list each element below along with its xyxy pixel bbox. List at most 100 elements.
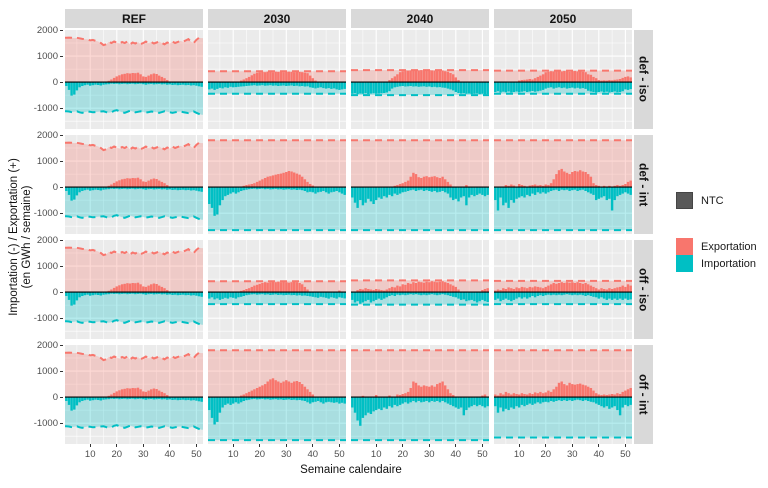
y-tick-label: 2000 (36, 234, 58, 246)
panel-2050-def-iso (494, 30, 632, 129)
legend-label-importation: Importation (701, 257, 757, 270)
y-tick-label: 1000 (36, 155, 58, 167)
panel-svg (494, 135, 632, 234)
facet-col-strip-2040: 2040 (351, 9, 489, 28)
facet-row-strip-def-int: def - int (634, 135, 653, 234)
x-tick-mark (116, 444, 118, 447)
panel-REF-def-int (65, 135, 203, 234)
x-tick-label: 50 (477, 449, 488, 460)
y-tick-label: 0 (52, 286, 58, 298)
x-tick-mark (481, 444, 483, 447)
facet-row-strip-off-int: off - int (634, 345, 653, 444)
y-tick-mark (60, 344, 63, 346)
x-tick-mark (89, 444, 91, 447)
x-tick-mark (428, 444, 430, 447)
facet-row-strip-off-iso: off - iso (634, 240, 653, 339)
y-tick-label: 2000 (36, 339, 58, 351)
x-tick-mark (195, 444, 197, 447)
panel-svg (494, 30, 632, 129)
panel-svg (494, 240, 632, 339)
legend-label-ntc: NTC (701, 194, 724, 207)
y-tick-mark (60, 55, 63, 57)
y-tick-label: -1000 (33, 417, 58, 429)
y-tick-label: -1000 (33, 312, 58, 324)
panel-2040-off-int (351, 345, 489, 444)
panel-svg (351, 240, 489, 339)
panel-svg (351, 30, 489, 129)
x-tick-label: 30 (566, 449, 578, 460)
x-tick-mark (169, 444, 171, 447)
legend: NTC Exportation Importation (676, 192, 757, 272)
x-tick-mark (338, 444, 340, 447)
legend-item-exportation: Exportation (676, 238, 757, 255)
y-tick-mark (60, 186, 63, 188)
facet-col-strip-REF: REF (65, 9, 203, 28)
legend-gap (676, 209, 757, 238)
panel-svg (65, 30, 203, 129)
panel-2030-off-int (208, 345, 346, 444)
x-tick-mark (624, 444, 626, 447)
x-axis-title: Semaine calendaire (300, 464, 402, 476)
panel-svg (494, 345, 632, 444)
x-tick-label: 10 (227, 449, 239, 460)
panel-2050-off-int (494, 345, 632, 444)
x-tick-label: 50 (334, 449, 345, 460)
y-tick-label: 1000 (36, 260, 58, 272)
x-tick-label: 40 (593, 449, 605, 460)
facet-row-strip-def-iso: def - iso (634, 30, 653, 129)
y-tick-mark (60, 160, 63, 162)
panel-2050-def-int (494, 135, 632, 234)
panel-2030-def-iso (208, 30, 346, 129)
y-tick-mark (60, 422, 63, 424)
ntc-swatch (676, 192, 693, 209)
y-tick-mark (60, 396, 63, 398)
x-tick-mark (312, 444, 314, 447)
panel-2040-def-int (351, 135, 489, 234)
panel-svg (208, 345, 346, 444)
panel-2030-def-int (208, 135, 346, 234)
y-tick-label: 1000 (36, 365, 58, 377)
x-tick-mark (142, 444, 144, 447)
x-tick-label: 10 (84, 449, 96, 460)
y-tick-mark (60, 29, 63, 31)
x-tick-label: 30 (280, 449, 292, 460)
x-tick-label: 40 (307, 449, 319, 460)
y-tick-mark (60, 370, 63, 372)
importation-swatch (676, 255, 693, 272)
x-tick-label: 30 (137, 449, 149, 460)
x-tick-label: 40 (450, 449, 462, 460)
y-tick-label: -1000 (33, 102, 58, 114)
y-tick-label: -1000 (33, 207, 58, 219)
x-tick-mark (402, 444, 404, 447)
x-tick-label: 10 (513, 449, 525, 460)
facet-col-strip-2050: 2050 (494, 9, 632, 28)
y-tick-label: 0 (52, 181, 58, 193)
panel-svg (65, 240, 203, 339)
panel-svg (208, 135, 346, 234)
x-tick-mark (545, 444, 547, 447)
y-tick-mark (60, 107, 63, 109)
y-tick-label: 0 (52, 76, 58, 88)
y-tick-mark (60, 317, 63, 319)
x-tick-label: 30 (423, 449, 435, 460)
x-tick-label: 50 (191, 449, 202, 460)
y-tick-mark (60, 212, 63, 214)
x-tick-mark (455, 444, 457, 447)
panel-2030-off-iso (208, 240, 346, 339)
x-tick-mark (375, 444, 377, 447)
x-tick-label: 20 (397, 449, 409, 460)
panel-svg (351, 345, 489, 444)
y-tick-label: 0 (52, 391, 58, 403)
panel-svg (65, 135, 203, 234)
panel-svg (65, 345, 203, 444)
x-tick-mark (571, 444, 573, 447)
x-tick-mark (232, 444, 234, 447)
x-tick-label: 20 (111, 449, 123, 460)
y-tick-mark (60, 265, 63, 267)
x-tick-label: 40 (164, 449, 176, 460)
facet-col-strip-2030: 2030 (208, 9, 346, 28)
x-tick-mark (518, 444, 520, 447)
x-tick-label: 10 (370, 449, 382, 460)
legend-item-importation: Importation (676, 255, 757, 272)
